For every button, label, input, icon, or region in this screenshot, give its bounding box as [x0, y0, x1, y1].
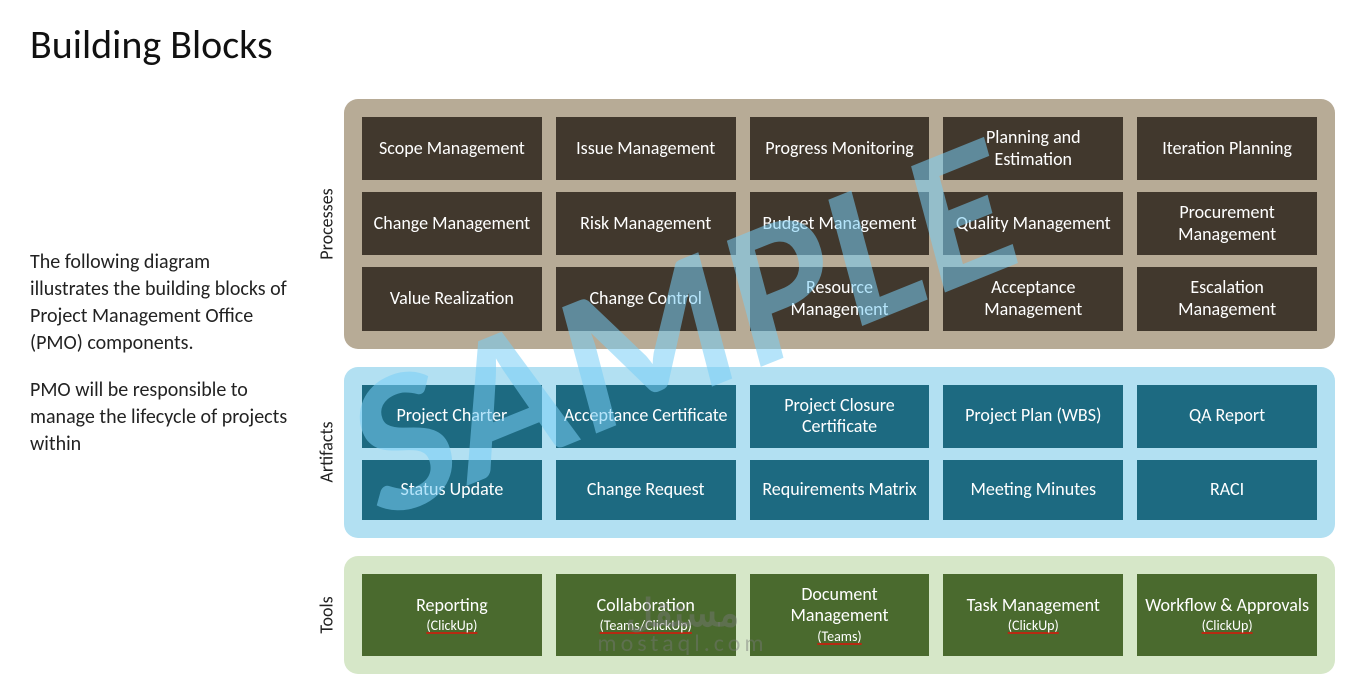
block-label: Quality Management — [956, 213, 1111, 235]
section-tools: Tools Reporting(ClickUp)Collaboration(Te… — [310, 556, 1335, 674]
block-label: Change Management — [374, 213, 531, 235]
block-label: Task Management — [967, 595, 1100, 617]
block: Quality Management — [943, 192, 1123, 255]
body-row: The following diagram illustrates the bu… — [30, 99, 1335, 674]
block: QA Report — [1137, 385, 1317, 448]
diagram-column: Processes Scope Management Issue Manageme… — [310, 99, 1335, 674]
section-artifacts: Artifacts Project Charter Acceptance Cert… — [310, 367, 1335, 538]
block-label: Acceptance Management — [951, 277, 1115, 320]
block-label: Budget Management — [762, 213, 916, 235]
block-label: Change Control — [589, 288, 702, 310]
block-label: Acceptance Certificate — [564, 405, 728, 427]
block-label: Status Update — [400, 479, 503, 501]
block: Collaboration(Teams/ClickUp) — [556, 574, 736, 656]
description-column: The following diagram illustrates the bu… — [30, 99, 290, 674]
block: Status Update — [362, 460, 542, 520]
block-label: Meeting Minutes — [971, 479, 1097, 501]
page-title: Building Blocks — [30, 20, 1335, 69]
section-label: Processes — [310, 99, 344, 349]
block: Resource Management — [750, 267, 930, 330]
section-panel-artifacts: Project Charter Acceptance Certificate Pro… — [344, 367, 1335, 538]
block-label: Requirements Matrix — [762, 479, 916, 501]
block-label: Project Closure Certificate — [758, 395, 922, 438]
block-label: RACI — [1210, 479, 1244, 501]
block-label: Resource Management — [758, 277, 922, 320]
block-label: Collaboration — [597, 595, 695, 617]
block: Planning and Estimation — [943, 117, 1123, 180]
block-label: Scope Management — [379, 138, 525, 160]
block-label: Risk Management — [580, 213, 711, 235]
block: Procurement Management — [1137, 192, 1317, 255]
block-label: Procurement Management — [1145, 202, 1309, 245]
block-label: Workflow & Approvals — [1145, 595, 1309, 617]
block: Iteration Planning — [1137, 117, 1317, 180]
block: Task Management(ClickUp) — [943, 574, 1123, 656]
block: Change Management — [362, 192, 542, 255]
block-label: Reporting — [416, 595, 488, 617]
block-label: Document Management — [758, 584, 922, 627]
block-sublabel: (ClickUp) — [426, 618, 477, 635]
section-label: Artifacts — [310, 367, 344, 538]
block-sublabel: (Teams/ClickUp) — [600, 618, 692, 635]
slide: Building Blocks The following diagram il… — [0, 0, 1365, 678]
block-label: Value Realization — [390, 288, 514, 310]
block-label: Escalation Management — [1145, 277, 1309, 320]
block: Workflow & Approvals(ClickUp) — [1137, 574, 1317, 656]
block-sublabel: (ClickUp) — [1008, 618, 1059, 635]
block: Acceptance Certificate — [556, 385, 736, 448]
description-paragraph: PMO will be responsible to manage the li… — [30, 377, 290, 458]
block-label: Planning and Estimation — [951, 127, 1115, 170]
block-label: Change Request — [587, 479, 705, 501]
block: Value Realization — [362, 267, 542, 330]
block: Acceptance Management — [943, 267, 1123, 330]
block: Document Management (Teams) — [750, 574, 930, 656]
block-label: Project Charter — [397, 405, 508, 427]
section-processes: Processes Scope Management Issue Manageme… — [310, 99, 1335, 349]
block-label: QA Report — [1189, 405, 1265, 427]
block: RACI — [1137, 460, 1317, 520]
block-sublabel: (ClickUp) — [1202, 618, 1253, 635]
block: Project Plan (WBS) — [943, 385, 1123, 448]
block: Meeting Minutes — [943, 460, 1123, 520]
block: Issue Management — [556, 117, 736, 180]
block: Project Charter — [362, 385, 542, 448]
block: Risk Management — [556, 192, 736, 255]
block: Change Request — [556, 460, 736, 520]
block-label: Iteration Planning — [1162, 138, 1292, 160]
block: Change Control — [556, 267, 736, 330]
section-panel-tools: Reporting(ClickUp)Collaboration(Teams/Cl… — [344, 556, 1335, 674]
block-label: Project Plan (WBS) — [965, 405, 1101, 427]
block-sublabel: (Teams) — [817, 629, 861, 646]
block: Scope Management — [362, 117, 542, 180]
block-label: Issue Management — [576, 138, 715, 160]
block: Project Closure Certificate — [750, 385, 930, 448]
block-label: Progress Monitoring — [765, 138, 914, 160]
block: Progress Monitoring — [750, 117, 930, 180]
section-label: Tools — [310, 556, 344, 674]
block: Requirements Matrix — [750, 460, 930, 520]
block: Budget Management — [750, 192, 930, 255]
description-paragraph: The following diagram illustrates the bu… — [30, 249, 290, 357]
block: Escalation Management — [1137, 267, 1317, 330]
block: Reporting(ClickUp) — [362, 574, 542, 656]
section-panel-processes: Scope Management Issue Management Progress… — [344, 99, 1335, 349]
